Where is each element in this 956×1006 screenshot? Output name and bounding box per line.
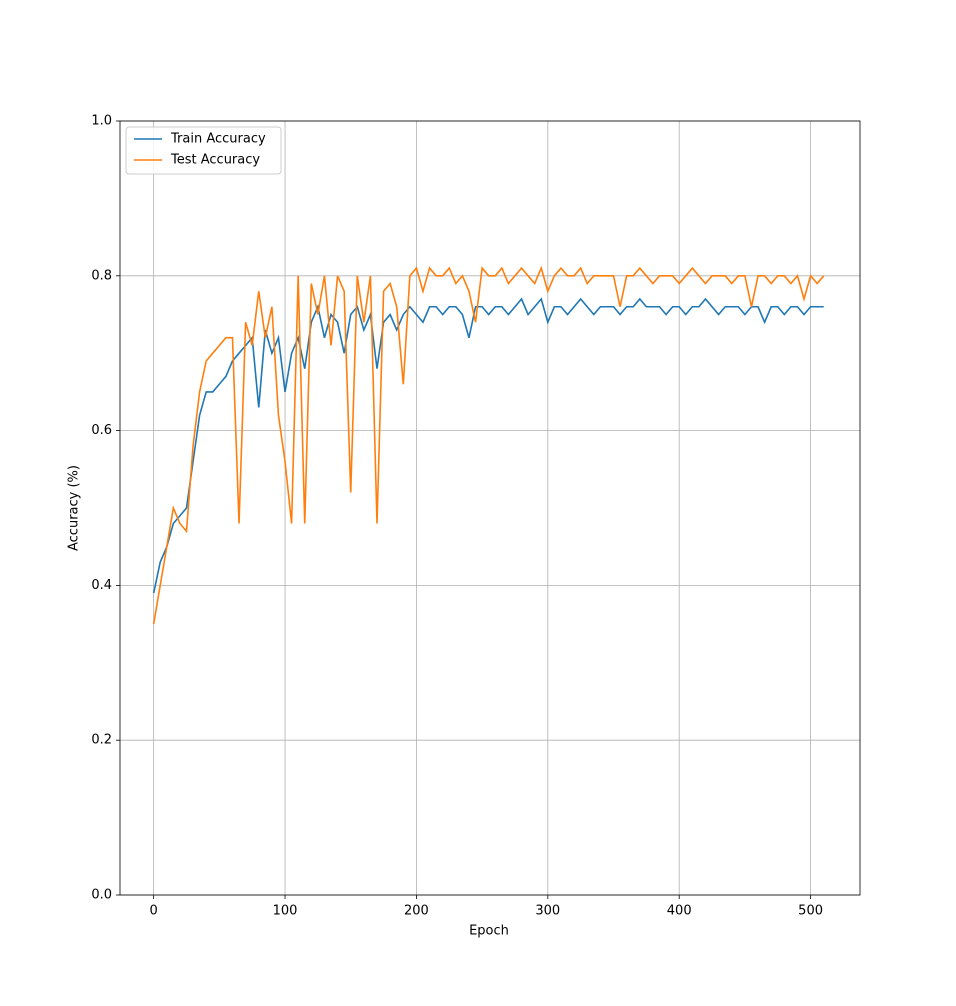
x-tick-label: 500 — [798, 904, 823, 919]
y-tick-label: 1.0 — [91, 114, 112, 129]
x-tick-label: 0 — [149, 904, 157, 919]
legend: Train Accuracy Test Accuracy — [125, 126, 282, 175]
y-tick-label: 0.0 — [91, 888, 112, 903]
legend-box — [125, 126, 282, 175]
y-tick-label: 0.6 — [91, 423, 112, 438]
x-tick-label: 200 — [404, 904, 429, 919]
y-tick-label: 0.8 — [91, 268, 112, 283]
y-axis-label: Accuracy (%) — [67, 465, 82, 551]
x-tick-label: 300 — [535, 904, 560, 919]
y-tick-label: 0.4 — [91, 578, 112, 593]
x-tick-label: 100 — [273, 904, 298, 919]
legend-label: Train Accuracy — [170, 132, 266, 147]
x-axis-label: Epoch — [469, 924, 509, 939]
data-line — [152, 297, 824, 594]
plot-frame — [119, 120, 861, 896]
legend-label: Test Accuracy — [170, 153, 260, 168]
data-line — [152, 265, 825, 625]
x-tick-label: 400 — [667, 904, 692, 919]
y-tick-label: 0.2 — [91, 733, 112, 748]
